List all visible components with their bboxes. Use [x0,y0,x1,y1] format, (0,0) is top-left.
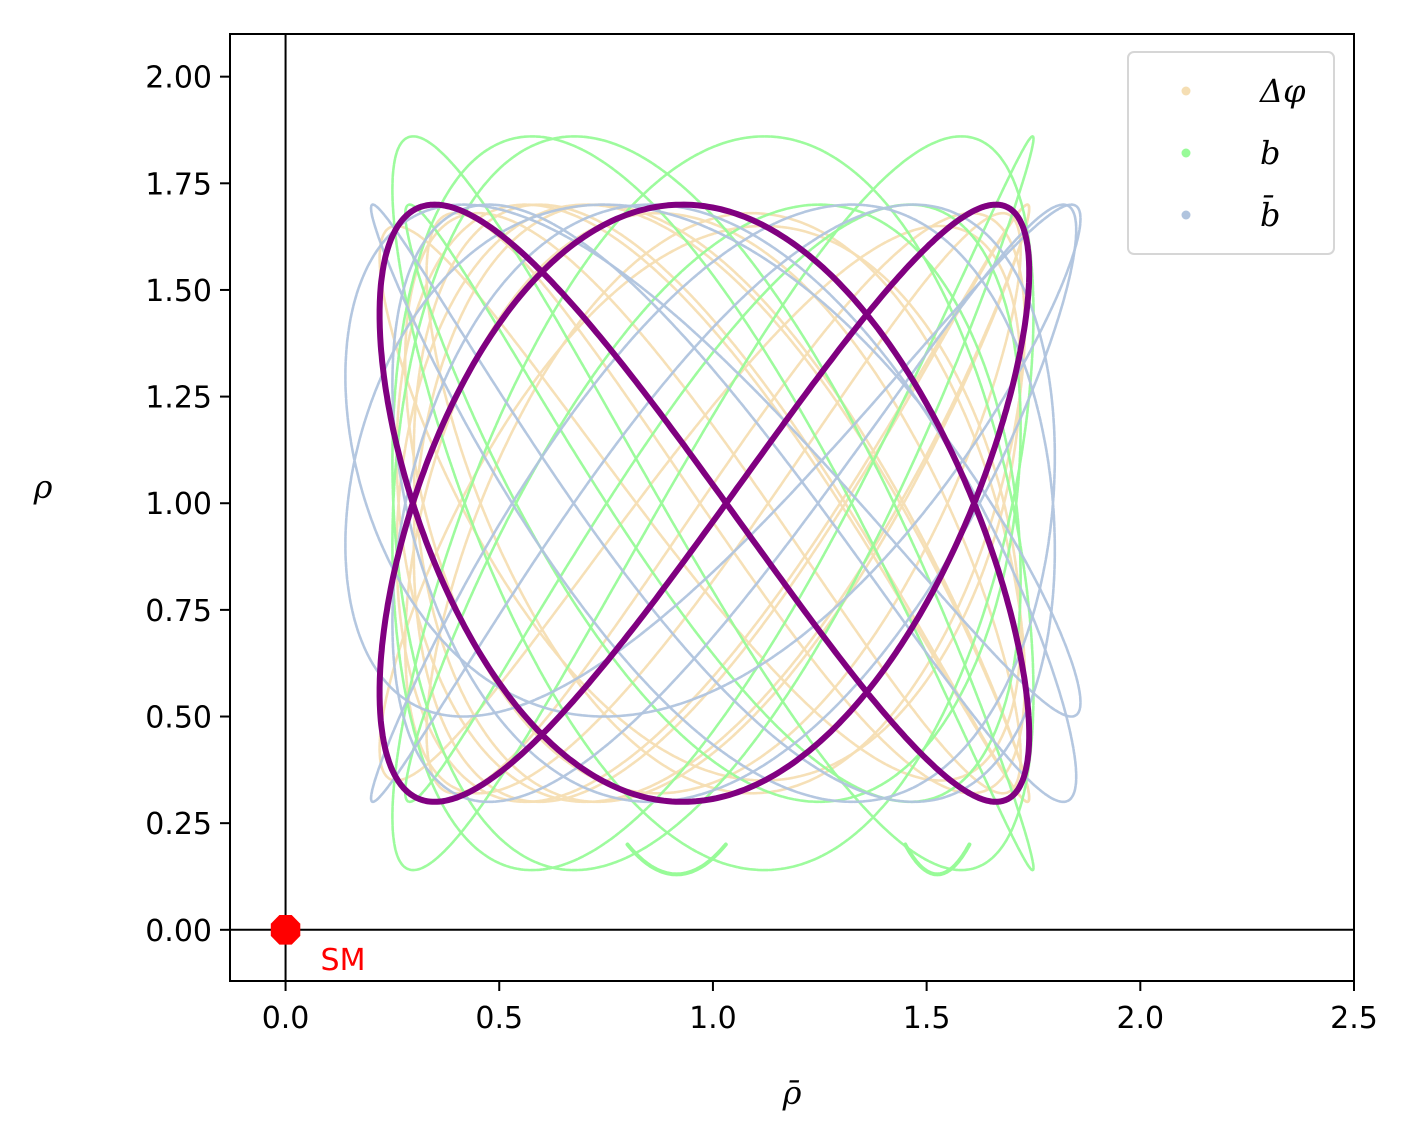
sm-marker: SM [270,915,366,978]
reference-lines [230,34,1354,981]
plot-frame [229,33,1355,982]
series-1-curve-0 [391,135,1035,872]
series-1-arc-0 [625,842,728,877]
legend: Δφ b b̄ [1127,51,1335,255]
legend-box [1127,51,1335,255]
series-2-curve-0 [344,203,1082,718]
x-tick-label: 1.5 [903,1001,951,1036]
legend-marker-bbar [1181,210,1191,220]
y-tick-label: 0.25 [145,807,212,842]
x-tick-label: 0.5 [475,1001,523,1036]
series-1-curve-1 [403,203,1022,804]
y-tick-label: 1.75 [145,167,212,202]
y-axis-ticks: 0.00 0.25 0.50 0.75 1.00 1.25 1.50 1.75 2.00 [145,61,230,949]
legend-label-dphi: Δφ [1258,72,1306,110]
series-2 [344,203,1082,804]
y-tick-label: 0.00 [145,914,212,949]
legend-marker-b [1181,148,1191,158]
x-axis-label: ρ̄ [782,1074,802,1112]
scatter-curves [344,135,1082,877]
series-2-curve-1 [391,203,1078,804]
x-tick-label: 1.0 [689,1001,737,1036]
y-tick-label: 1.00 [145,487,212,522]
y-tick-label: 0.75 [145,594,212,629]
legend-label-bbar: b̄ [1260,195,1280,234]
highlight-curve [376,201,1033,805]
x-tick-label: 0.0 [262,1001,310,1036]
series-1-arc-1 [903,842,972,877]
sm-label: SM [321,943,366,978]
y-axis-label: ρ [33,468,53,506]
y-tick-label: 1.25 [145,381,212,416]
x-tick-label: 2.5 [1330,1001,1378,1036]
y-tick-label: 0.50 [145,701,212,736]
sm-point [270,915,301,945]
x-tick-label: 2.0 [1116,1001,1164,1036]
legend-label-b: b [1260,134,1280,172]
legend-marker-dphi [1181,86,1191,96]
series-0-curve-4 [425,211,1027,795]
x-axis-ticks: 0.0 0.5 1.0 1.5 2.0 2.5 [262,981,1378,1036]
series-2-curve-2 [369,203,1057,804]
y-tick-label: 2.00 [145,61,212,96]
y-tick-label: 1.50 [145,274,212,309]
